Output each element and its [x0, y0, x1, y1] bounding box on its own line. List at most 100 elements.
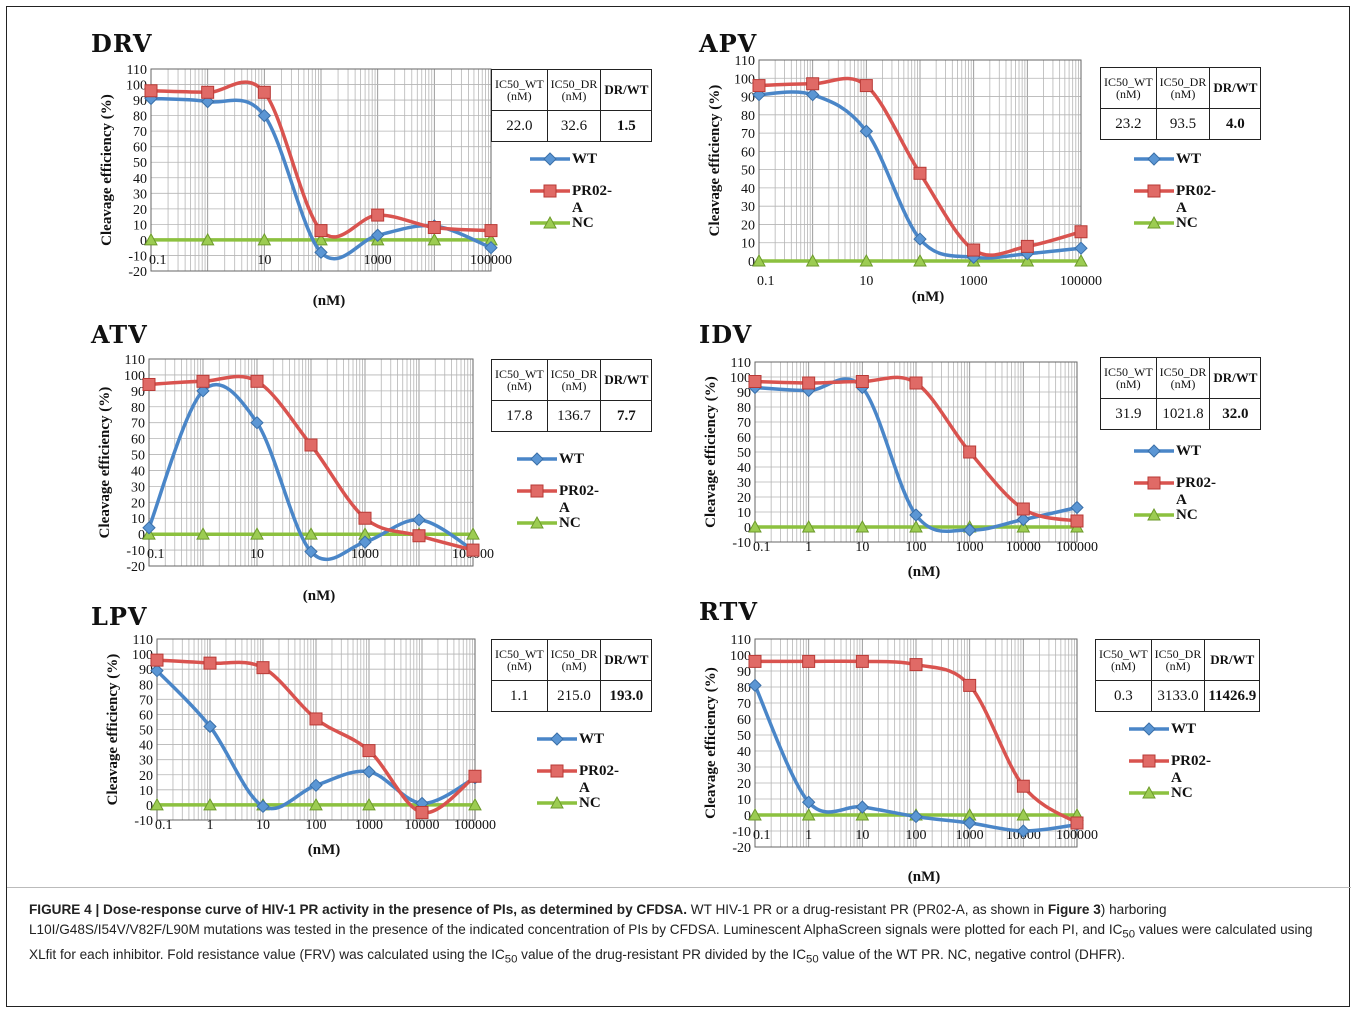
header-ratio: DR/WT	[600, 69, 653, 111]
figure-frame: DRV 110 100 90 80 70 60 50 40 30 20 10 0 -10 -20 0.1 10 1…	[6, 6, 1351, 1007]
y-tick-label: 60	[131, 433, 145, 448]
y-tick-label: 20	[131, 496, 145, 511]
series-wt	[142, 383, 480, 561]
value-ic50-wt: 22.0	[491, 110, 548, 142]
data-point	[484, 224, 498, 238]
data-point	[201, 85, 215, 99]
data-point	[196, 374, 210, 388]
y-tick-label: 30	[133, 187, 147, 202]
y-tick-label: 10	[737, 506, 751, 521]
x-tick-label: 100000	[1056, 828, 1098, 843]
y-tick-label: 0	[146, 799, 153, 814]
y-tick-label: 70	[133, 125, 147, 140]
y-tick-label: 40	[741, 182, 755, 197]
caption-text-2: ) harboring L10I/G48S/I54V/V82F/L90M mut…	[29, 902, 1167, 937]
data-point	[913, 166, 927, 180]
data-point	[1070, 816, 1084, 830]
data-point	[855, 800, 870, 814]
x-tick-label: 0.1	[753, 828, 771, 843]
y-axis-label: Cleavage efficiency (%)	[707, 85, 723, 237]
x-tick-label: 1000	[960, 274, 988, 289]
data-point	[1070, 514, 1084, 528]
series-pr02-a	[150, 653, 482, 819]
y-tick-label: 70	[131, 417, 145, 432]
y-tick-label: 0	[748, 255, 755, 270]
y-tick-label: 0	[138, 528, 145, 543]
data-point	[859, 79, 873, 93]
y-tick-label: 110	[735, 54, 755, 69]
header-text: IC50_WT	[1104, 75, 1153, 89]
data-point	[257, 232, 272, 246]
header-text: IC50_DR	[1159, 365, 1207, 379]
y-tick-label: 40	[737, 745, 751, 760]
ic50-table-idv: IC50_WT (nM) IC50_DR (nM) DR/WT 31.9 1021.8 32.…	[1100, 357, 1262, 430]
value-ic50-dr: 215.0	[546, 680, 602, 712]
x-axis-label: (nM)	[908, 869, 941, 885]
data-point	[962, 523, 977, 537]
data-point	[412, 529, 426, 543]
y-tick-label: 20	[133, 203, 147, 218]
data-point	[203, 719, 217, 734]
x-tick-label: 10	[855, 540, 869, 555]
x-tick-label: 10	[257, 253, 271, 268]
y-tick-label: 90	[139, 663, 153, 678]
data-point	[1016, 519, 1031, 533]
data-point	[142, 377, 156, 391]
figure-caption: FIGURE 4 | Dose-response curve of HIV-1 …	[29, 900, 1329, 969]
chart-title-drv: DRV	[91, 29, 153, 58]
x-tick-label: 10000	[1006, 540, 1041, 555]
data-point	[257, 85, 271, 99]
header-ic50-dr: IC50_DR (nM)	[1150, 639, 1206, 681]
value-ic50-wt: 0.3	[1095, 680, 1152, 712]
legend-label: NC	[559, 515, 581, 531]
data-point	[752, 79, 766, 93]
x-axis-label: (nM)	[303, 588, 336, 604]
data-point	[203, 656, 217, 670]
series-pr02-a	[748, 375, 1084, 528]
header-text: IC50_DR	[550, 367, 598, 381]
legend-marker	[530, 452, 544, 466]
data-point	[304, 527, 318, 540]
y-tick-label: 70	[741, 127, 755, 142]
y-tick-label: 20	[737, 491, 751, 506]
header-text: IC50_DR	[1159, 75, 1207, 89]
y-tick-label: -10	[134, 814, 153, 829]
y-tick-label: 100	[132, 648, 153, 663]
series-nc	[748, 519, 1084, 533]
legend-label: PR02-A	[559, 483, 599, 516]
header-unit: (nM)	[561, 659, 587, 673]
data-point	[855, 807, 870, 821]
y-tick-label: -10	[732, 536, 751, 551]
legend-swatch	[530, 215, 570, 229]
y-tick-label: 80	[737, 681, 751, 696]
data-point	[309, 712, 323, 726]
data-point	[144, 232, 158, 246]
value-ic50-dr: 93.5	[1155, 108, 1211, 140]
data-point	[801, 795, 816, 809]
y-tick-label: 110	[127, 63, 147, 78]
series-pr02-a	[142, 374, 480, 557]
y-tick-label: 40	[737, 461, 751, 476]
y-tick-label: 10	[133, 218, 147, 233]
x-tick-label: 0.1	[753, 540, 771, 555]
data-point	[196, 527, 210, 540]
data-point	[909, 376, 923, 390]
ic50-table-lpv: IC50_WT (nM) IC50_DR (nM) DR/WT 1.1 215.0 193.0	[491, 639, 653, 712]
data-point	[142, 521, 156, 535]
header-unit: (nM)	[1115, 87, 1141, 101]
y-tick-label: 90	[133, 94, 147, 109]
y-tick-label: 80	[139, 678, 153, 693]
data-point	[805, 88, 820, 102]
legend-label: WT	[579, 731, 605, 747]
y-tick-label: -10	[128, 249, 147, 264]
data-point	[963, 445, 977, 459]
data-point	[967, 243, 981, 257]
y-tick-label: 30	[741, 200, 755, 215]
x-tick-label: 0.1	[147, 547, 165, 562]
x-axis-label: (nM)	[308, 842, 341, 858]
data-point	[806, 77, 820, 91]
caption-text-4: value of the drug-resistant PR divided b…	[517, 946, 807, 962]
